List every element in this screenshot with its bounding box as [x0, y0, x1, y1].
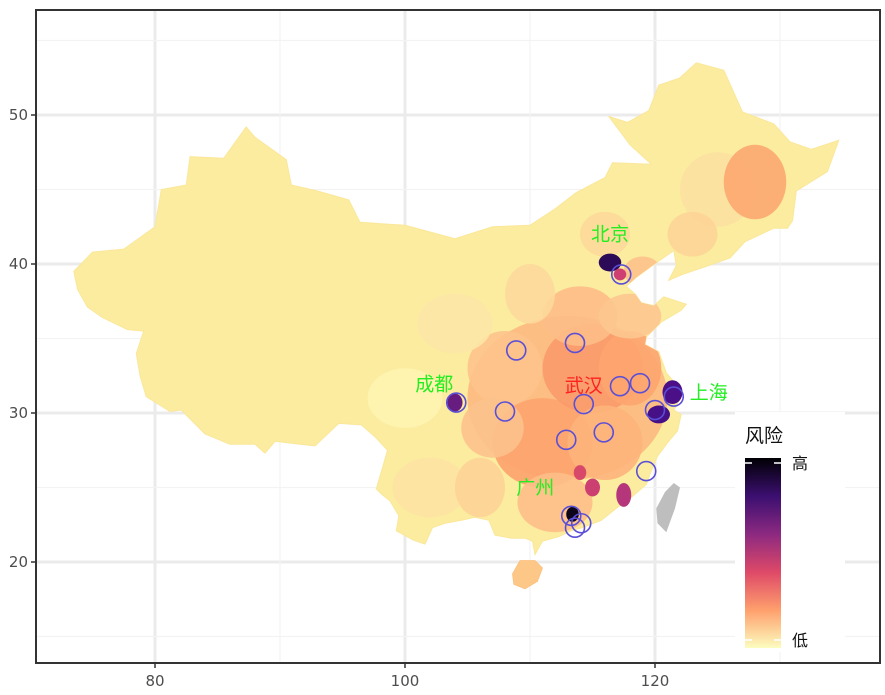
province-region — [505, 264, 555, 324]
city-circle — [505, 340, 527, 361]
city-circle — [573, 393, 595, 415]
y-tick-label: 40 — [9, 255, 28, 273]
city-circle — [629, 372, 651, 394]
highlight-circles — [445, 264, 685, 539]
panel-border — [35, 9, 881, 664]
china-map — [73, 62, 840, 590]
taiwan-island — [656, 483, 680, 533]
legend-low-label: 低 — [792, 631, 808, 650]
city-circle — [564, 517, 586, 539]
province-region — [567, 405, 643, 481]
y-tick-label: 50 — [9, 106, 28, 124]
legend-colorbar — [745, 458, 781, 648]
city-circle — [635, 460, 657, 482]
city-circle — [555, 429, 577, 451]
y-tick-label: 30 — [9, 404, 28, 422]
province-region — [598, 331, 662, 406]
high-risk-area — [613, 268, 627, 281]
city-circle — [494, 401, 516, 422]
high-risk-area — [573, 465, 587, 481]
province-region — [667, 211, 718, 257]
province-region — [467, 331, 543, 406]
province-region — [461, 398, 524, 458]
city-circle — [445, 392, 467, 413]
x-tick-label: 100 — [391, 672, 420, 690]
province-region — [598, 293, 662, 339]
x-axis: 80 100 120 — [145, 663, 669, 690]
high-risk-area — [662, 380, 683, 405]
city-label: 成都 — [415, 374, 453, 396]
legend-title: 风险 — [745, 425, 783, 447]
province-region — [417, 293, 493, 354]
high-risk-area — [585, 478, 600, 497]
x-tick-label: 80 — [145, 672, 164, 690]
city-label: 武汉 — [565, 375, 603, 397]
province-region — [723, 144, 787, 220]
hainan-island — [512, 560, 543, 590]
high-risk-areas — [447, 253, 683, 522]
city-circle — [663, 386, 685, 407]
city-circle — [570, 512, 592, 534]
city-circle — [610, 264, 632, 285]
y-tick-label: 20 — [9, 553, 28, 571]
legend-high-label: 高 — [792, 454, 808, 473]
province-region — [580, 211, 630, 257]
y-axis: 20 30 40 50 — [9, 106, 36, 571]
city-label: 上海 — [690, 382, 728, 404]
legend: 风险 高 低 — [735, 412, 845, 652]
high-risk-area — [616, 483, 632, 507]
city-circle — [609, 375, 631, 397]
city-label: 广州 — [516, 477, 554, 499]
high-risk-area — [447, 393, 463, 412]
city-circle — [644, 399, 666, 421]
province-region — [455, 457, 505, 518]
city-label: 北京 — [591, 224, 629, 246]
high-risk-area — [647, 405, 670, 424]
x-tick-label: 120 — [641, 672, 670, 690]
province-region — [367, 368, 443, 428]
city-circle — [564, 332, 586, 354]
province-region — [392, 457, 468, 518]
high-risk-area — [598, 253, 622, 272]
city-circle — [593, 422, 615, 443]
province-region — [542, 286, 618, 346]
